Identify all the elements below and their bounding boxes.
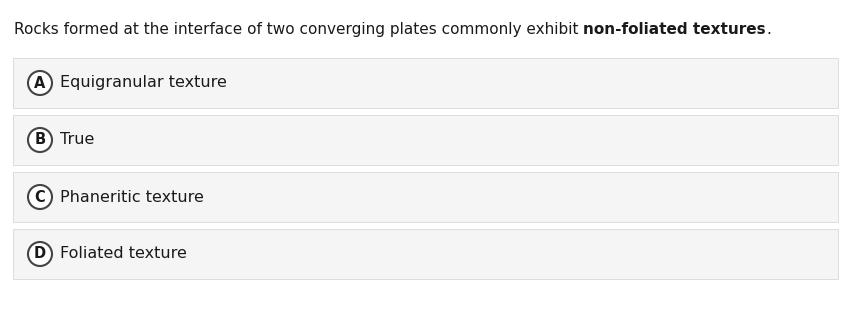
Text: A: A (34, 75, 46, 90)
Text: non-foliated textures: non-foliated textures (584, 22, 766, 37)
Circle shape (28, 128, 52, 152)
Text: Equigranular texture: Equigranular texture (60, 75, 227, 90)
Circle shape (28, 71, 52, 95)
FancyBboxPatch shape (13, 115, 838, 165)
Text: .: . (766, 22, 771, 37)
Circle shape (28, 185, 52, 209)
Text: Foliated texture: Foliated texture (60, 247, 187, 261)
FancyBboxPatch shape (13, 172, 838, 222)
Text: True: True (60, 132, 94, 147)
FancyBboxPatch shape (13, 58, 838, 108)
Circle shape (28, 242, 52, 266)
Text: Phaneritic texture: Phaneritic texture (60, 189, 204, 204)
Text: B: B (34, 132, 46, 147)
Text: Rocks formed at the interface of two converging plates commonly exhibit: Rocks formed at the interface of two con… (14, 22, 584, 37)
Text: C: C (35, 189, 45, 204)
Text: D: D (34, 247, 46, 261)
FancyBboxPatch shape (13, 229, 838, 279)
